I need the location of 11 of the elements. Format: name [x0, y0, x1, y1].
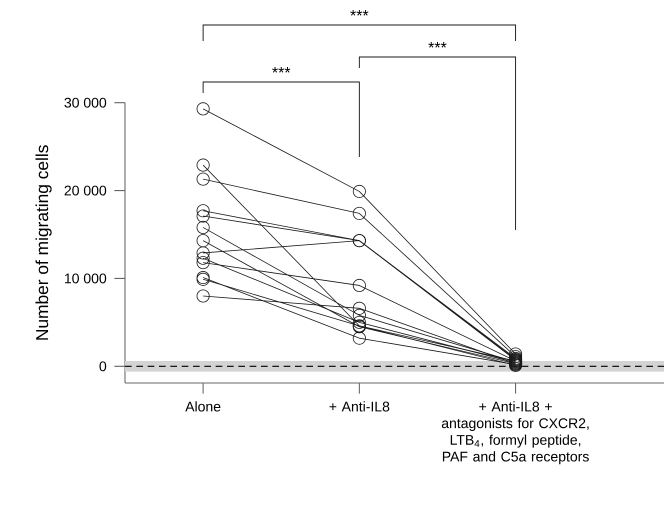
y-tick-label: 0 — [99, 361, 106, 372]
x-tick-label: Alone — [185, 401, 220, 412]
x-tick-label: + Anti-IL8 — [329, 401, 390, 412]
text: *** — [272, 66, 290, 73]
text: *** — [428, 42, 447, 48]
y-tick-label: 10 000 — [64, 273, 106, 284]
x-tick-label: + Anti-IL8 + antagonists for CXCR2, LTB$_{4}$, formyl peptide, PAF and C5a receptors — [442, 401, 589, 464]
text: *** — [350, 10, 368, 16]
y-axis-title: Number of migrating cells — [35, 145, 52, 340]
y-tick-label: 30 000 — [64, 98, 106, 108]
y-tick-label: 20 000 — [64, 186, 106, 196]
